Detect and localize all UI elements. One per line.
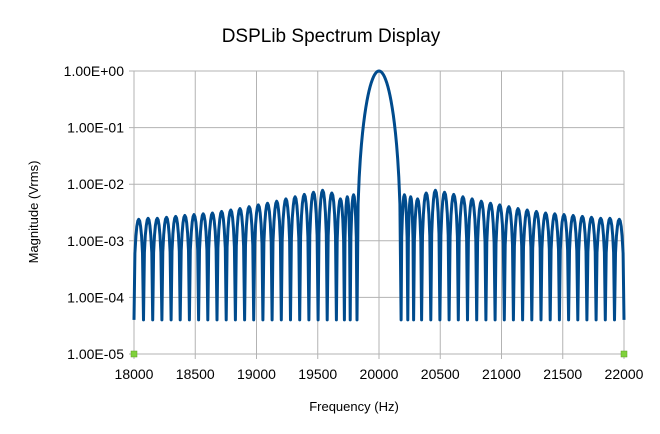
y-axis-label: Magnitude (Vrms) [26,161,41,264]
y-tick-label: 1.00E-01 [67,120,124,136]
endpoint-marker [130,350,138,358]
chart-title: DSPLib Spectrum Display [222,26,441,47]
x-axis-label: Frequency (Hz) [309,399,399,414]
y-tick-label: 1.00E-02 [67,176,124,192]
endpoint-markers [130,350,628,358]
x-tick-labels: 18000 18500 19000 19500 20000 20500 21000 21500… [115,366,644,382]
x-tick-label: 21000 [482,366,521,382]
x-tick-label: 18000 [115,366,154,382]
y-tick-label: 1.00E-04 [67,289,124,305]
x-tick-label: 22000 [605,366,644,382]
x-tick-label: 21500 [543,366,582,382]
x-tick-label: 18500 [176,366,215,382]
y-tick-label: 1.00E+00 [64,63,125,79]
x-tick-label: 19000 [237,366,276,382]
x-tick-label: 19500 [298,366,337,382]
x-tick-label: 20000 [360,366,399,382]
x-tick-label: 20500 [421,366,460,382]
y-tick-label: 1.00E-03 [67,233,124,249]
endpoint-marker [620,350,628,358]
y-tick-label: 1.00E-05 [67,346,124,362]
grid [129,70,625,359]
spectrum-series-line [132,69,626,322]
y-tick-labels: 1.00E-05 1.00E-04 1.00E-03 1.00E-02 1.00E-01… [64,63,125,362]
